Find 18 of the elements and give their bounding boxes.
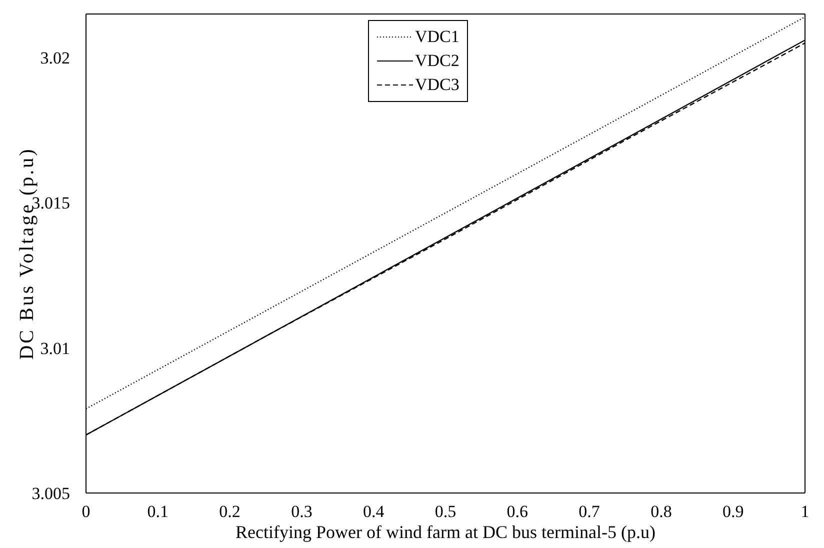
- y-tick-label: 3.01: [40, 338, 70, 358]
- y-tick-label: 3.02: [40, 48, 70, 68]
- legend-label: VDC2: [415, 51, 460, 71]
- x-tick-label: 0.7: [578, 502, 600, 522]
- x-tick-label: 0.4: [362, 502, 385, 522]
- x-axis-title: Rectifying Power of wind farm at DC bus terminal-5 (p.u): [236, 522, 656, 542]
- y-tick-label: 3.005: [32, 484, 70, 504]
- x-tick-label: 1: [800, 502, 810, 522]
- x-tick-label: 0: [82, 502, 90, 522]
- legend-label: VDC1: [415, 27, 460, 47]
- x-tick-label: 0.2: [219, 502, 240, 522]
- x-tick-label: 0.9: [722, 502, 744, 522]
- x-tick-label: 0.6: [506, 502, 528, 522]
- x-tick-label: 0.5: [434, 502, 456, 522]
- x-tick-label: 0.8: [650, 502, 672, 522]
- legend-label: VDC3: [415, 75, 460, 95]
- x-tick-label: 0.1: [147, 502, 169, 522]
- x-tick-label: 0.3: [291, 502, 312, 522]
